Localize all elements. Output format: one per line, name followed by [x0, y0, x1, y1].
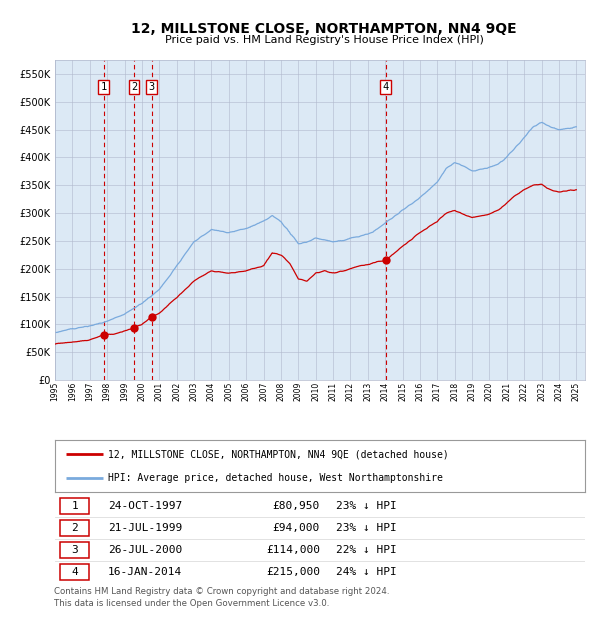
Text: £114,000: £114,000 — [266, 545, 320, 555]
Text: 2: 2 — [131, 82, 137, 92]
Text: 16-JAN-2014: 16-JAN-2014 — [108, 567, 182, 577]
Text: 23% ↓ HPI: 23% ↓ HPI — [336, 523, 397, 533]
Text: 21-JUL-1999: 21-JUL-1999 — [108, 523, 182, 533]
Text: Price paid vs. HM Land Registry's House Price Index (HPI): Price paid vs. HM Land Registry's House … — [164, 35, 484, 45]
Text: 2: 2 — [71, 523, 78, 533]
Text: 4: 4 — [383, 82, 389, 92]
Text: 24% ↓ HPI: 24% ↓ HPI — [336, 567, 397, 577]
Text: 3: 3 — [149, 82, 155, 92]
Text: 12, MILLSTONE CLOSE, NORTHAMPTON, NN4 9QE: 12, MILLSTONE CLOSE, NORTHAMPTON, NN4 9Q… — [131, 22, 517, 36]
FancyBboxPatch shape — [60, 564, 89, 580]
Text: 1: 1 — [101, 82, 107, 92]
FancyBboxPatch shape — [60, 520, 89, 536]
Text: 24-OCT-1997: 24-OCT-1997 — [108, 501, 182, 511]
FancyBboxPatch shape — [60, 542, 89, 558]
Text: 22% ↓ HPI: 22% ↓ HPI — [336, 545, 397, 555]
Text: 23% ↓ HPI: 23% ↓ HPI — [336, 501, 397, 511]
Text: 1: 1 — [71, 501, 78, 511]
Text: Contains HM Land Registry data © Crown copyright and database right 2024.
This d: Contains HM Land Registry data © Crown c… — [54, 587, 389, 608]
Text: HPI: Average price, detached house, West Northamptonshire: HPI: Average price, detached house, West… — [108, 473, 443, 483]
Text: £215,000: £215,000 — [266, 567, 320, 577]
Text: 3: 3 — [71, 545, 78, 555]
FancyBboxPatch shape — [60, 498, 89, 514]
Text: 12, MILLSTONE CLOSE, NORTHAMPTON, NN4 9QE (detached house): 12, MILLSTONE CLOSE, NORTHAMPTON, NN4 9Q… — [108, 449, 449, 459]
Text: £94,000: £94,000 — [273, 523, 320, 533]
Text: £80,950: £80,950 — [273, 501, 320, 511]
Text: 26-JUL-2000: 26-JUL-2000 — [108, 545, 182, 555]
Text: 4: 4 — [71, 567, 78, 577]
